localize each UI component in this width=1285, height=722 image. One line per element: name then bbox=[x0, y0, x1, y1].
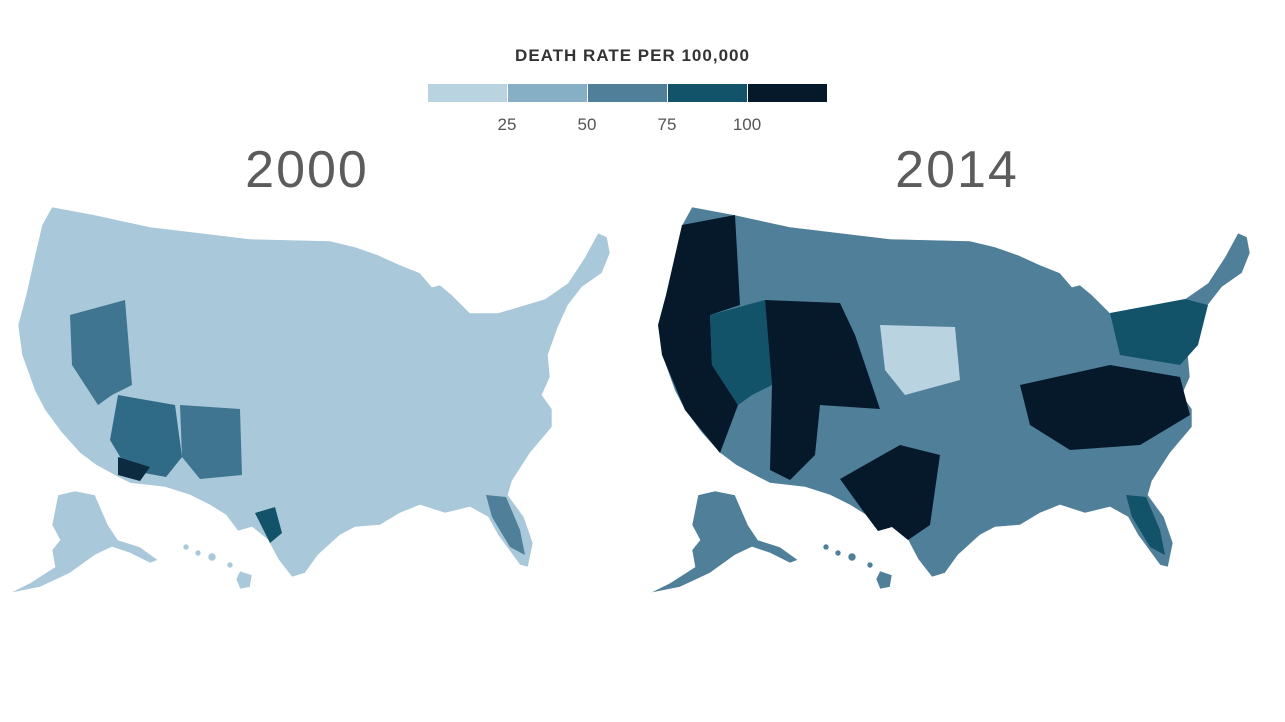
alaska-2014 bbox=[649, 490, 799, 594]
legend-swatch-5 bbox=[748, 84, 827, 102]
contiguous-us-2000 bbox=[17, 206, 611, 578]
region-plains-light-2014 bbox=[880, 325, 960, 395]
legend-title: DEATH RATE PER 100,000 bbox=[515, 46, 750, 65]
region-mountain-2014 bbox=[765, 300, 880, 480]
hawaii-2014 bbox=[822, 543, 893, 590]
legend-swatch-1 bbox=[428, 84, 507, 102]
hawaii-2000 bbox=[182, 543, 253, 590]
region-texas-2000 bbox=[255, 507, 282, 543]
region-sw-2000 bbox=[118, 457, 150, 481]
legend-tick-25: 25 bbox=[497, 115, 517, 134]
year-label-2014: 2014 bbox=[895, 141, 1019, 199]
year-label-2000: 2000 bbox=[245, 141, 369, 199]
alaska-2000 bbox=[9, 490, 159, 594]
region-florida-2000 bbox=[486, 495, 525, 555]
region-florida-2014 bbox=[1126, 495, 1165, 555]
legend-tick-50: 50 bbox=[577, 115, 597, 134]
us-map-2000 bbox=[9, 206, 611, 594]
legend-swatch-4 bbox=[668, 84, 747, 102]
region-appalachia-2014 bbox=[1020, 365, 1190, 450]
legend-tick-75: 75 bbox=[657, 115, 677, 134]
region-texas-2014 bbox=[840, 445, 940, 540]
legend-tick-100: 100 bbox=[732, 115, 762, 134]
contiguous-us-2014 bbox=[657, 206, 1251, 578]
legend-swatch-2 bbox=[508, 84, 587, 102]
us-map-2014 bbox=[649, 206, 1251, 594]
region-northeast-2014 bbox=[1110, 299, 1208, 365]
legend-color-scale bbox=[428, 84, 827, 102]
legend-swatch-3 bbox=[588, 84, 667, 102]
region-nevada-2014 bbox=[710, 300, 772, 405]
region-nevada-2000 bbox=[70, 300, 132, 405]
region-arizona-2000 bbox=[110, 395, 182, 477]
region-new-mexico-2000 bbox=[180, 405, 242, 479]
region-west-coast-2014 bbox=[658, 215, 740, 453]
